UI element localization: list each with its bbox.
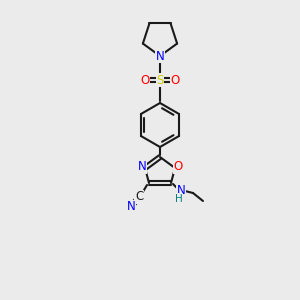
Text: N: N [138,160,146,173]
Text: H: H [175,194,183,204]
Text: C: C [135,190,143,203]
Text: O: O [170,74,180,86]
Text: S: S [156,74,164,86]
Text: O: O [173,160,183,173]
Text: N: N [127,200,135,214]
Text: N: N [156,50,164,62]
Text: O: O [140,74,150,86]
Text: N: N [177,184,185,197]
